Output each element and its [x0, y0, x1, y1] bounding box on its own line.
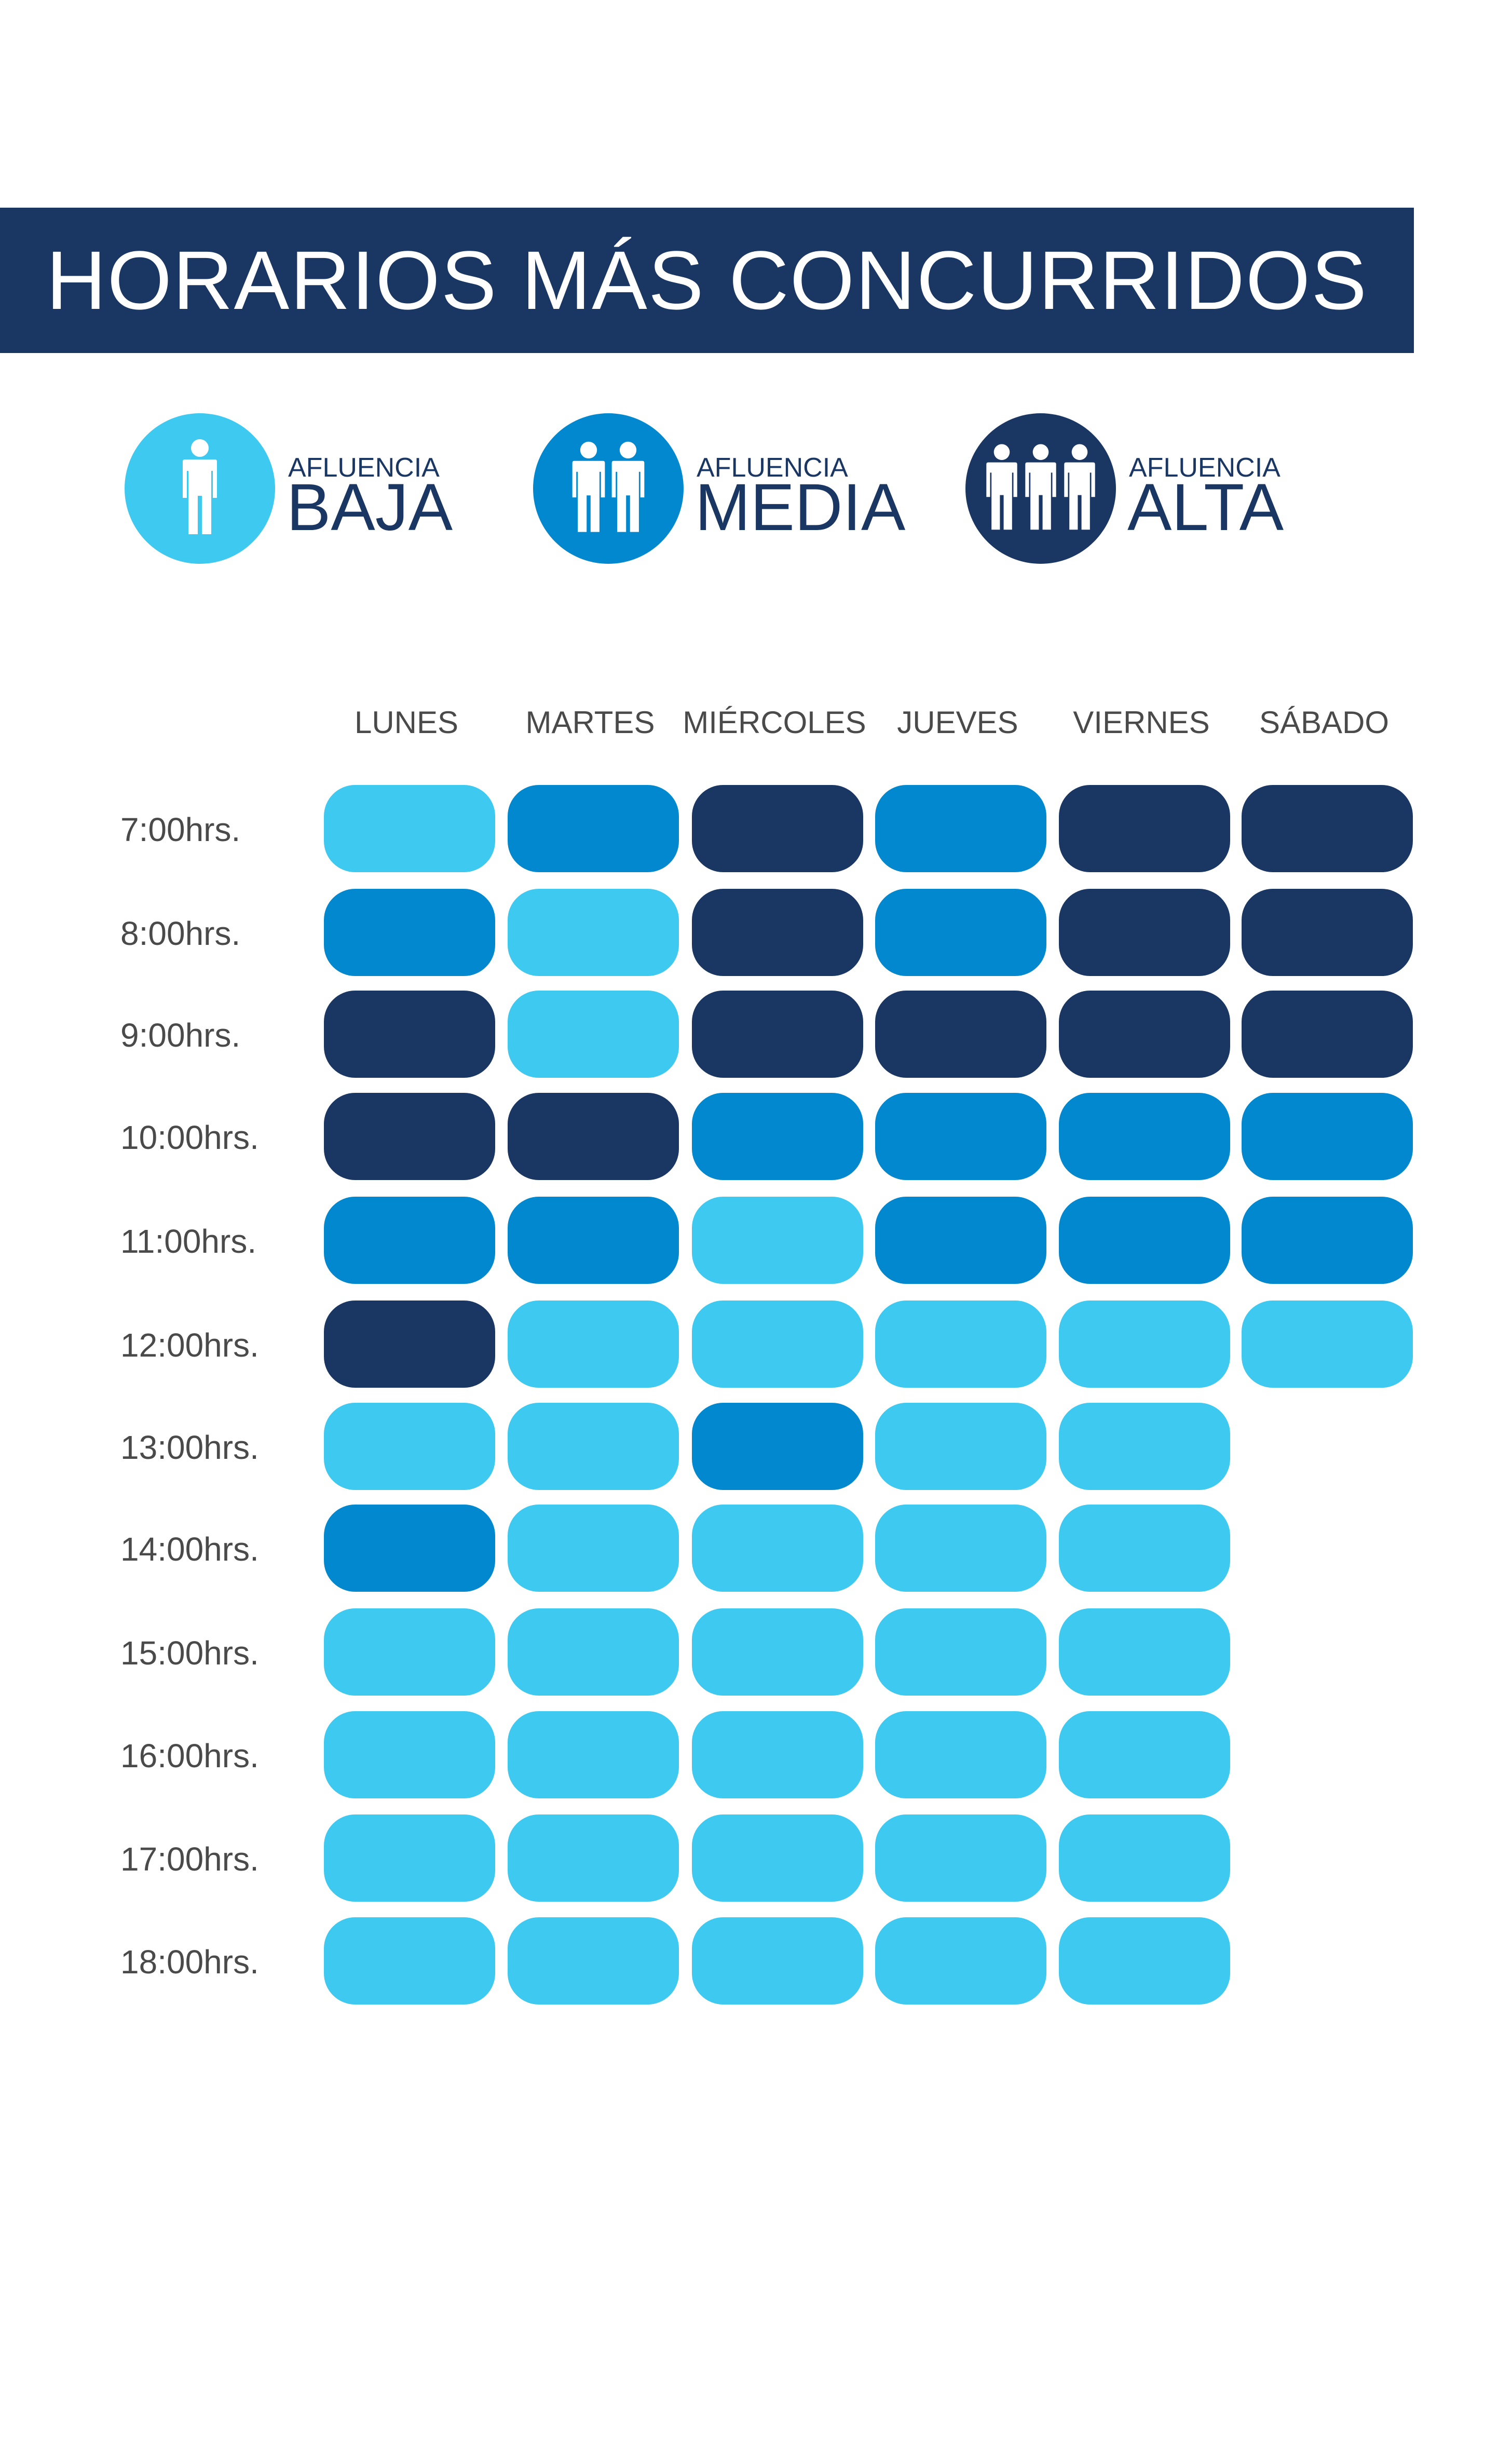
heatmap-cell-baja	[875, 1608, 1046, 1696]
heatmap-cell-baja	[1059, 1403, 1230, 1490]
hour-label: 8:00hrs.	[120, 915, 240, 952]
heatmap-cell-media	[1242, 1197, 1413, 1284]
three-people-icon	[986, 444, 1095, 530]
heatmap-cell-alta	[1059, 991, 1230, 1078]
heatmap-cell-baja	[875, 1814, 1046, 1902]
hour-label: 10:00hrs.	[120, 1119, 259, 1156]
hour-label: 9:00hrs.	[120, 1017, 240, 1054]
hour-label: 18:00hrs.	[120, 1943, 259, 1981]
heatmap-cell-baja	[508, 1814, 679, 1902]
legend-circle-baja	[125, 413, 275, 564]
legend-label-small: AFLUENCIA	[288, 453, 440, 483]
hour-label: 12:00hrs.	[120, 1326, 259, 1364]
heatmap-cell-media	[692, 1093, 863, 1180]
hour-label: 11:00hrs.	[120, 1223, 256, 1260]
heatmap-cell-baja	[508, 889, 679, 976]
heatmap-cell-baja	[1242, 1301, 1413, 1388]
heatmap-cell-baja	[508, 991, 679, 1078]
heatmap-cell-baja	[324, 1608, 495, 1696]
heatmap-cell-media	[324, 1505, 495, 1592]
hour-label: 15:00hrs.	[120, 1634, 259, 1672]
heatmap-cell-baja	[692, 1814, 863, 1902]
heatmap-cell-baja	[692, 1301, 863, 1388]
heatmap-cell-media	[692, 1403, 863, 1490]
heatmap-cell-baja	[508, 1711, 679, 1798]
heatmap-cell-baja	[692, 1197, 863, 1284]
heatmap-cell-baja	[692, 1608, 863, 1696]
heatmap-cell-baja	[1059, 1608, 1230, 1696]
heatmap-cell-baja	[508, 1403, 679, 1490]
heatmap-cell-media	[875, 785, 1046, 872]
two-people-icon	[572, 441, 645, 532]
hour-label: 14:00hrs.	[120, 1530, 259, 1568]
heatmap-cell-media	[324, 889, 495, 976]
heatmap-cell-baja	[508, 1917, 679, 2004]
heatmap-cell-media	[1059, 1197, 1230, 1284]
heatmap-cell-baja	[508, 1608, 679, 1696]
heatmap-cell-baja	[875, 1711, 1046, 1798]
hour-label: 17:00hrs.	[120, 1840, 259, 1878]
heatmap-cell-baja	[324, 1403, 495, 1490]
hour-label: 16:00hrs.	[120, 1737, 259, 1775]
heatmap-cell-media	[1059, 1093, 1230, 1180]
heatmap-cell-baja	[875, 1301, 1046, 1388]
heatmap-cell-alta	[324, 1093, 495, 1180]
heatmap-cell-alta	[692, 991, 863, 1078]
legend-label-big: BAJA	[287, 470, 453, 545]
legend-label-big: MEDIA	[695, 470, 906, 545]
heatmap-cell-alta	[1059, 785, 1230, 872]
heatmap-cell-baja	[1059, 1814, 1230, 1902]
day-label: JUEVES	[897, 705, 1018, 740]
heatmap-cell-media	[875, 1093, 1046, 1180]
heatmap-cell-baja	[1059, 1505, 1230, 1592]
heatmap-cell-alta	[1059, 889, 1230, 976]
heatmap-cell-alta	[508, 1093, 679, 1180]
hour-label: 7:00hrs.	[120, 811, 240, 848]
heatmap-cell-baja	[875, 1403, 1046, 1490]
heatmap-cell-media	[1242, 1093, 1413, 1180]
legend-label-big: ALTA	[1127, 470, 1284, 545]
heatmap-cell-baja	[324, 1711, 495, 1798]
heatmap-cell-alta	[1242, 991, 1413, 1078]
heatmap-cell-media	[508, 1197, 679, 1284]
heatmap-cell-media	[324, 1197, 495, 1284]
heatmap-cell-baja	[324, 785, 495, 872]
heatmap-cell-alta	[692, 889, 863, 976]
heatmap-cell-media	[875, 889, 1046, 976]
page-title: HORARIOS MÁS CONCURRIDOS	[46, 234, 1368, 327]
legend-label-small: AFLUENCIA	[1129, 453, 1281, 483]
heatmap-cell-baja	[1059, 1917, 1230, 2004]
heatmap-cell-baja	[324, 1917, 495, 2004]
heatmap-cell-alta	[324, 1301, 495, 1388]
legend-circle-alta	[965, 413, 1116, 564]
heatmap-cell-baja	[692, 1917, 863, 2004]
heatmap-cell-baja	[1059, 1711, 1230, 1798]
heatmap-cell-alta	[875, 991, 1046, 1078]
day-label: MIÉRCOLES	[683, 705, 866, 740]
heatmap-cell-baja	[324, 1814, 495, 1902]
heatmap-cell-alta	[692, 785, 863, 872]
heatmap-cell-baja	[875, 1917, 1046, 2004]
heatmap-cell-media	[875, 1197, 1046, 1284]
heatmap-cell-alta	[1242, 889, 1413, 976]
heatmap-cell-baja	[508, 1301, 679, 1388]
day-label: MARTES	[526, 705, 655, 740]
heatmap-cell-baja	[508, 1505, 679, 1592]
day-label: VIERNES	[1073, 705, 1209, 740]
heatmap-cell-alta	[324, 991, 495, 1078]
heatmap-cell-baja	[692, 1505, 863, 1592]
day-label: SÁBADO	[1259, 705, 1389, 740]
legend-label-small: AFLUENCIA	[697, 453, 848, 483]
title-banner: HORARIOS MÁS CONCURRIDOS	[0, 208, 1414, 353]
person-icon	[183, 439, 217, 534]
heatmap-cell-baja	[1059, 1301, 1230, 1388]
legend-circle-media	[533, 413, 684, 564]
heatmap-cell-media	[508, 785, 679, 872]
day-label: LUNES	[355, 705, 458, 740]
hour-label: 13:00hrs.	[120, 1429, 259, 1466]
heatmap-cell-baja	[692, 1711, 863, 1798]
heatmap-cell-alta	[1242, 785, 1413, 872]
heatmap-cell-baja	[875, 1505, 1046, 1592]
